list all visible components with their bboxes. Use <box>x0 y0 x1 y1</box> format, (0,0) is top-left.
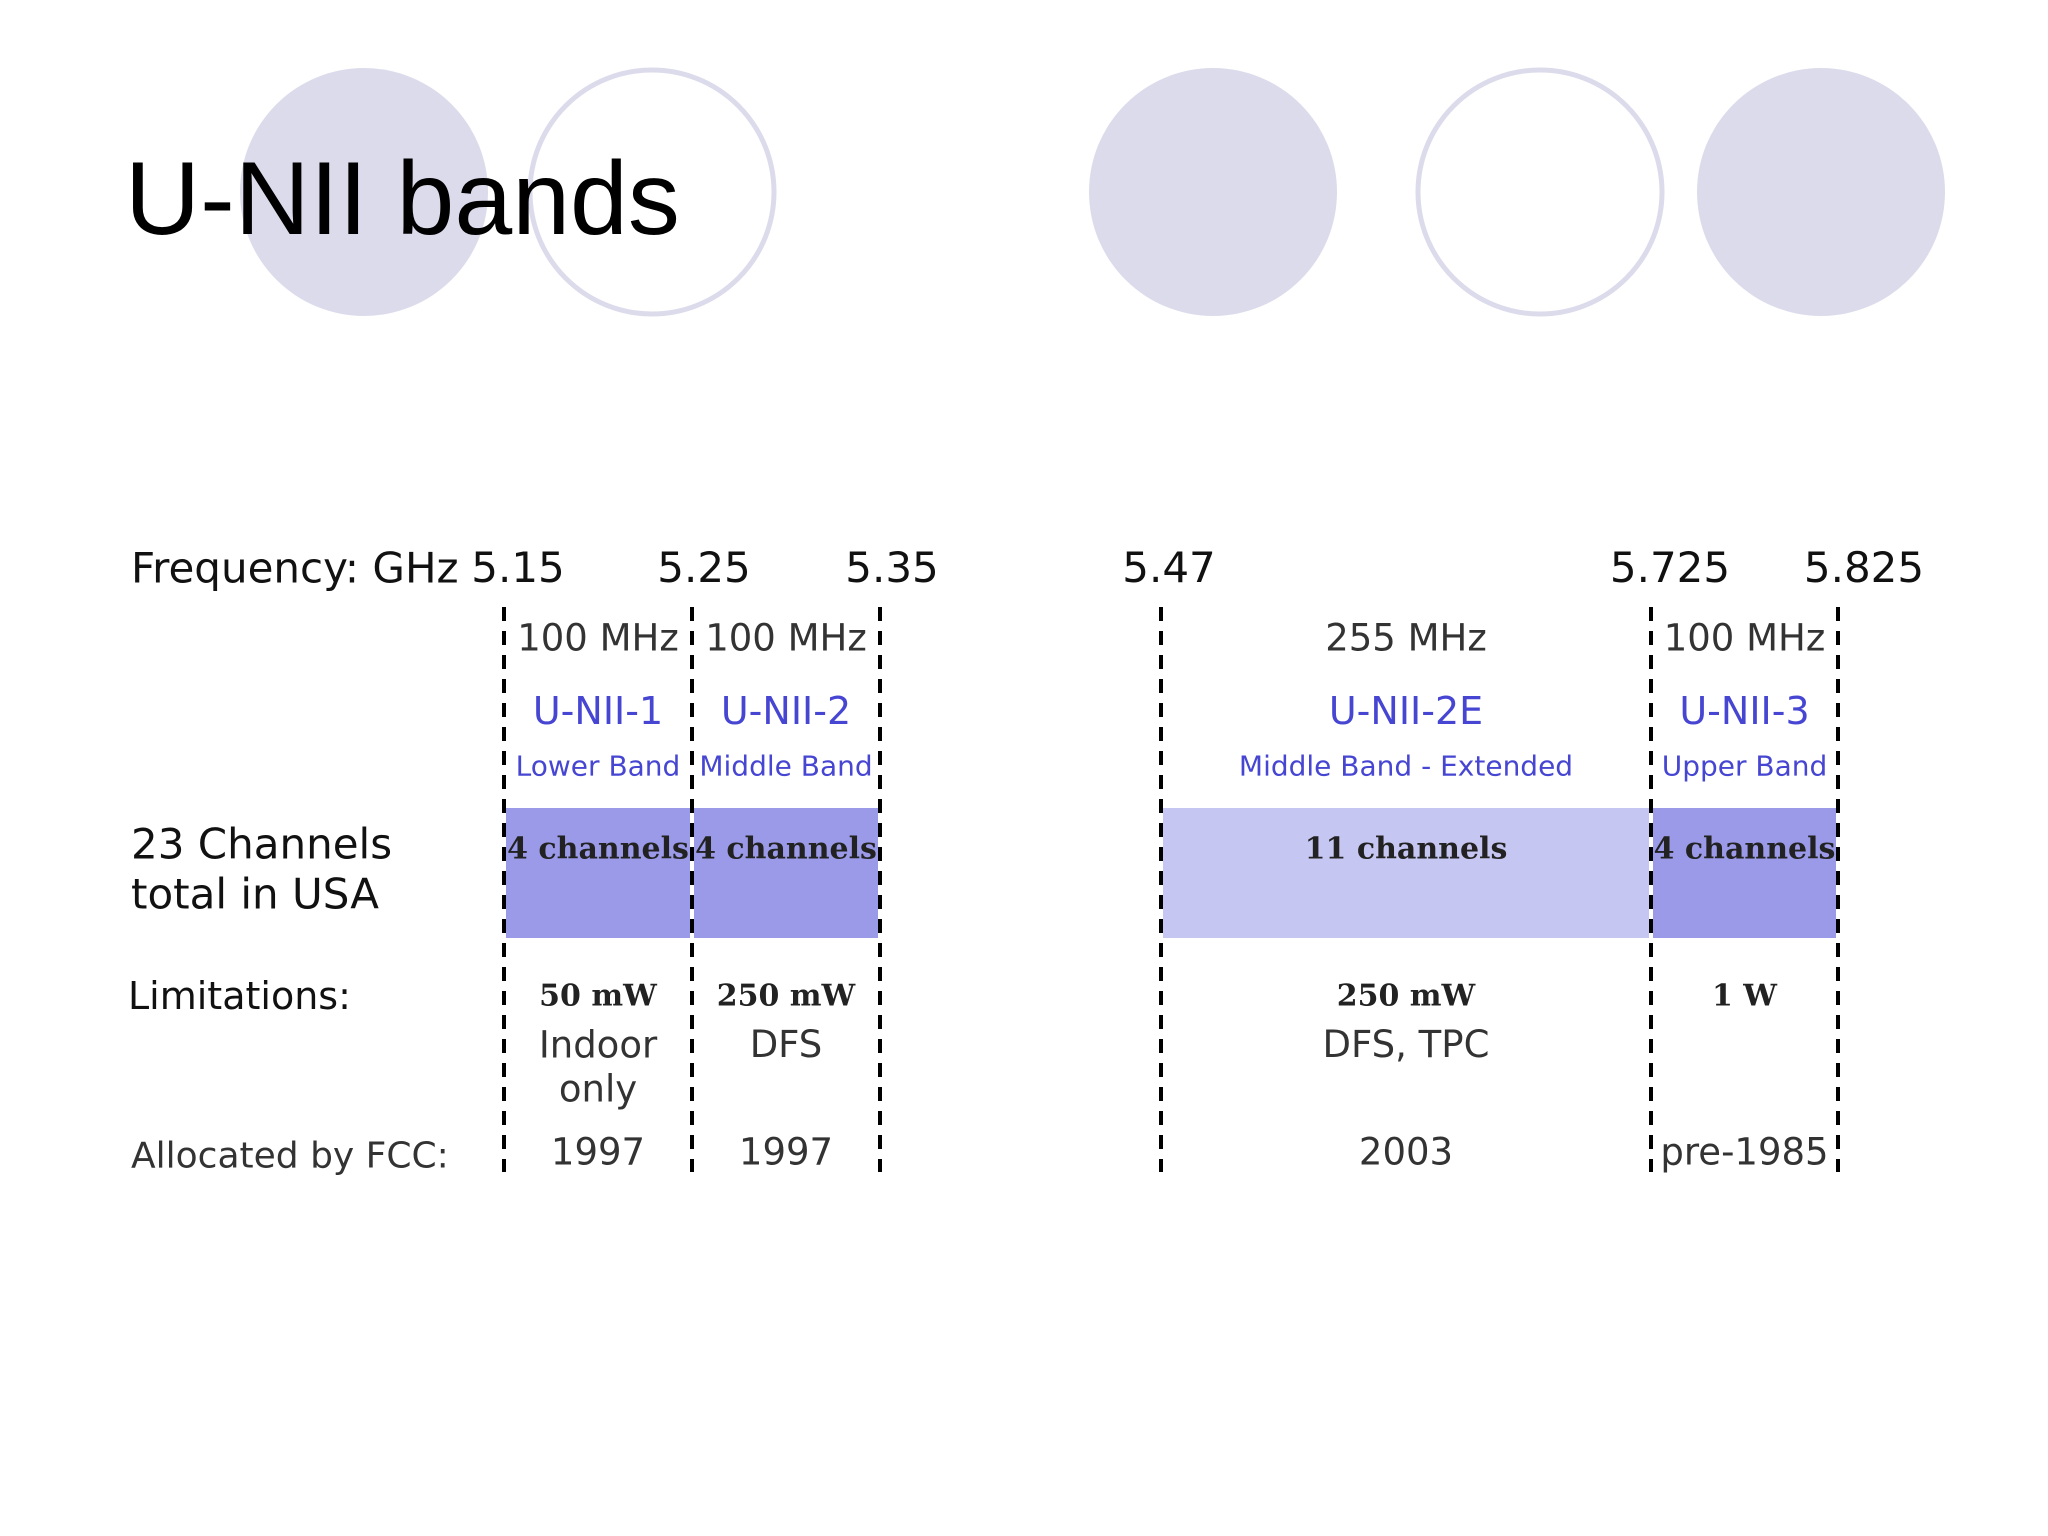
channel-bar <box>694 808 878 938</box>
restriction: Indoor only <box>538 1023 658 1111</box>
row-label: 23 Channels total in USA <box>131 819 393 919</box>
frequency: 5.25 <box>657 542 751 592</box>
channel-bar <box>506 808 690 938</box>
band-subtitle: Lower Band <box>515 749 681 783</box>
power: 250 mW <box>716 978 856 1014</box>
power: 50 mW <box>539 978 657 1014</box>
circle <box>527 67 777 317</box>
circle <box>1089 68 1337 316</box>
band-name: U-NII-2 <box>720 689 852 734</box>
frequency: 5.725 <box>1609 542 1731 592</box>
circle <box>1415 67 1665 317</box>
year: 1997 <box>738 1130 834 1174</box>
channel-count: 4 channels <box>695 831 877 867</box>
band-subtitle: Middle Band <box>699 749 873 783</box>
row-label: Limitations: <box>128 974 351 1018</box>
year: pre-1985 <box>1660 1130 1829 1174</box>
bandwidth: 100 MHz <box>705 616 867 660</box>
row-label: Frequency: GHz <box>131 543 459 593</box>
band-subtitle: Middle Band - Extended <box>1238 749 1574 783</box>
frequency: 5.47 <box>1122 542 1216 592</box>
band-name: U-NII-2E <box>1328 689 1484 734</box>
bandwidth: 100 MHz <box>1663 616 1826 660</box>
band-subtitle: Upper Band <box>1661 749 1828 783</box>
bandwidth: 255 MHz <box>1325 616 1487 660</box>
band-name: U-NII-3 <box>1679 689 1810 734</box>
power: 1 W <box>1711 978 1778 1014</box>
channel-count: 11 channels <box>1304 831 1508 867</box>
channel-bar <box>1163 808 1649 938</box>
title: U-NII bands <box>125 141 680 257</box>
frequency: 5.15 <box>471 542 565 592</box>
channel-count: 4 channels <box>1653 831 1836 867</box>
channel-bar <box>1653 808 1836 938</box>
circle <box>240 68 488 316</box>
band-name: U-NII-1 <box>532 689 664 734</box>
power: 250 mW <box>1336 978 1476 1014</box>
bandwidth: 100 MHz <box>517 616 679 660</box>
circle <box>1697 68 1945 316</box>
year: 1997 <box>550 1130 646 1174</box>
channel-count: 4 channels <box>507 831 689 867</box>
frequency: 5.35 <box>845 542 939 592</box>
row-label: Allocated by FCC: <box>131 1135 449 1177</box>
restriction: DFS, TPC <box>1322 1022 1490 1066</box>
year: 2003 <box>1358 1130 1454 1174</box>
frequency: 5.825 <box>1803 542 1925 592</box>
restriction: DFS <box>749 1022 823 1066</box>
